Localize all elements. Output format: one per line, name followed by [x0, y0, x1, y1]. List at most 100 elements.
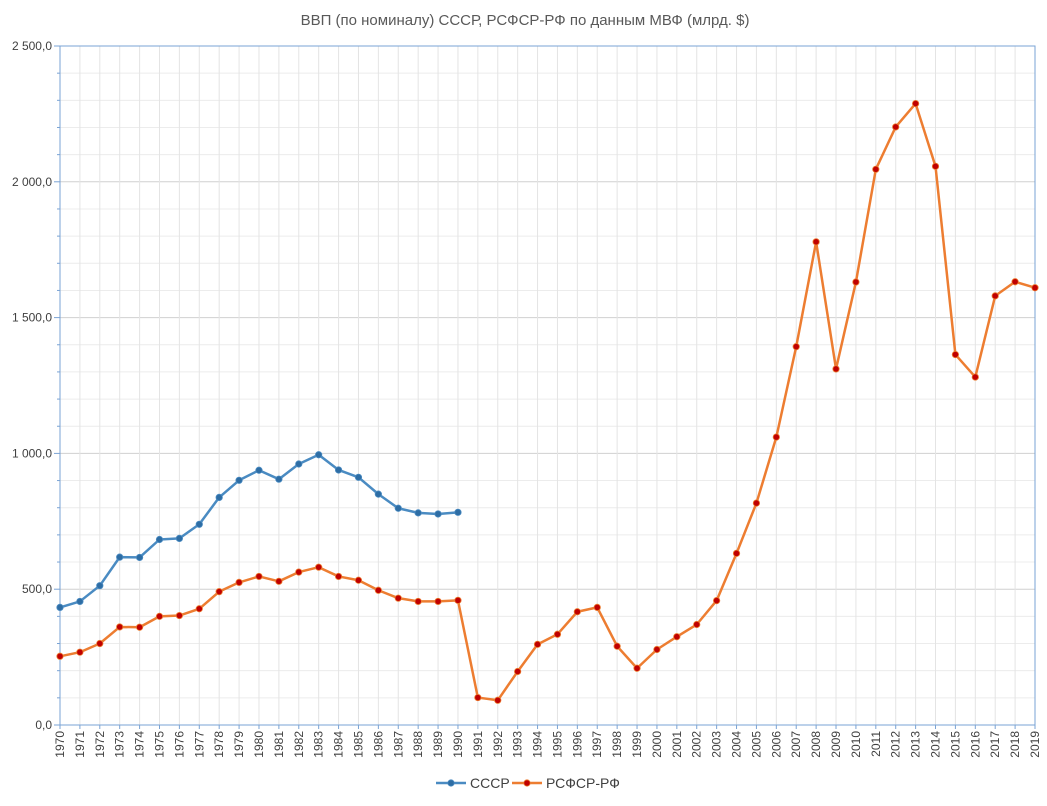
series-layer — [56, 99, 1039, 704]
x-tick-label: 2019 — [1028, 731, 1042, 758]
x-tick-label: 2010 — [849, 731, 863, 758]
data-point — [832, 365, 840, 373]
data-point — [931, 162, 940, 170]
data-point — [295, 460, 303, 468]
x-tick-label: 2017 — [988, 731, 1002, 758]
y-tick-label: 2 000,0 — [12, 175, 52, 189]
x-tick-label: 1974 — [133, 731, 147, 758]
x-tick-label: 1996 — [570, 731, 584, 758]
x-tick-label: 1971 — [73, 731, 87, 758]
legend: СССР РСФСР-РФ — [436, 775, 620, 791]
x-tick-label: 1978 — [212, 731, 226, 758]
x-tick-label: 2018 — [1008, 731, 1022, 758]
data-point — [1011, 278, 1019, 286]
legend-item: РСФСР-РФ — [512, 775, 620, 791]
data-point — [514, 667, 522, 676]
data-point — [135, 623, 144, 631]
legend-label: СССР — [470, 775, 510, 791]
data-point — [812, 238, 820, 246]
data-point — [295, 568, 303, 576]
x-tick-label: 1991 — [471, 731, 485, 758]
data-point — [613, 642, 621, 650]
data-point — [116, 553, 124, 561]
x-tick-label: 2015 — [948, 731, 962, 758]
data-point — [374, 586, 382, 594]
data-point — [215, 588, 223, 596]
x-tick-label: 2001 — [670, 731, 684, 758]
x-tick-label: 1988 — [411, 731, 425, 758]
data-point — [195, 605, 203, 613]
x-tick-label: 2007 — [789, 731, 803, 758]
x-tick-label: 2012 — [889, 731, 903, 758]
x-tick-label: 1981 — [272, 731, 286, 758]
legend-marker — [447, 779, 455, 787]
x-tick-label: 1982 — [292, 731, 306, 758]
x-tick-label: 1998 — [610, 731, 624, 758]
data-point — [872, 165, 880, 173]
x-tick-label: 1983 — [312, 731, 326, 758]
x-tick-label: 2013 — [909, 731, 923, 758]
data-point — [434, 510, 442, 518]
data-point — [454, 508, 462, 516]
data-point — [1031, 284, 1039, 292]
x-tick-label: 1989 — [431, 731, 445, 758]
y-tick-label: 0,0 — [35, 718, 52, 732]
y-tick-label: 500,0 — [22, 582, 52, 596]
chart-title: ВВП (по номиналу) СССР, РСФСР-РФ по данн… — [301, 12, 750, 29]
series-1 — [56, 451, 462, 611]
data-point — [852, 278, 860, 286]
data-point — [354, 576, 363, 584]
data-point — [991, 292, 999, 300]
data-point — [792, 343, 800, 351]
x-tick-label: 1980 — [252, 731, 266, 758]
data-point — [315, 563, 323, 571]
x-tick-label: 2000 — [650, 731, 664, 758]
x-tick-label: 1970 — [53, 731, 67, 758]
data-point — [971, 373, 979, 381]
data-point — [334, 466, 343, 474]
x-tick-label: 1984 — [332, 731, 346, 758]
y-tick-label: 1 500,0 — [12, 311, 52, 325]
data-point — [892, 123, 900, 131]
data-point — [414, 597, 422, 606]
data-point — [633, 664, 641, 672]
data-point — [951, 350, 960, 359]
data-point — [553, 630, 562, 638]
x-tick-label: 1992 — [491, 731, 505, 758]
data-point — [76, 597, 84, 606]
series-2 — [56, 99, 1039, 704]
x-tick-label: 1999 — [630, 731, 644, 758]
data-point — [96, 582, 104, 590]
data-point — [713, 597, 721, 605]
x-tick-label: 1990 — [451, 731, 465, 758]
data-point — [96, 639, 104, 648]
data-point — [474, 693, 482, 702]
legend-marker — [523, 779, 531, 787]
data-point — [434, 597, 442, 606]
y-tick-label: 2 500,0 — [12, 39, 52, 53]
data-point — [414, 509, 422, 517]
data-point — [454, 596, 462, 604]
data-point — [255, 572, 263, 581]
data-point — [155, 612, 164, 620]
data-point — [275, 577, 283, 585]
x-tick-label: 1985 — [351, 731, 365, 758]
data-point — [155, 535, 164, 544]
x-tick-label: 2005 — [749, 731, 763, 758]
data-point — [116, 623, 124, 631]
data-point — [135, 553, 144, 562]
x-tick-label: 2009 — [829, 731, 843, 758]
x-tick-label: 1973 — [113, 731, 127, 758]
data-point — [374, 490, 382, 498]
data-point — [334, 572, 343, 581]
data-point — [394, 594, 402, 602]
data-point — [315, 451, 323, 459]
x-tick-label: 2006 — [769, 731, 783, 758]
data-point — [175, 611, 183, 620]
data-point — [56, 652, 64, 660]
data-point — [56, 603, 64, 611]
x-tick-label: 1977 — [192, 731, 206, 758]
data-point — [235, 578, 243, 587]
data-point — [653, 645, 661, 654]
x-tick-label: 1997 — [590, 731, 604, 758]
